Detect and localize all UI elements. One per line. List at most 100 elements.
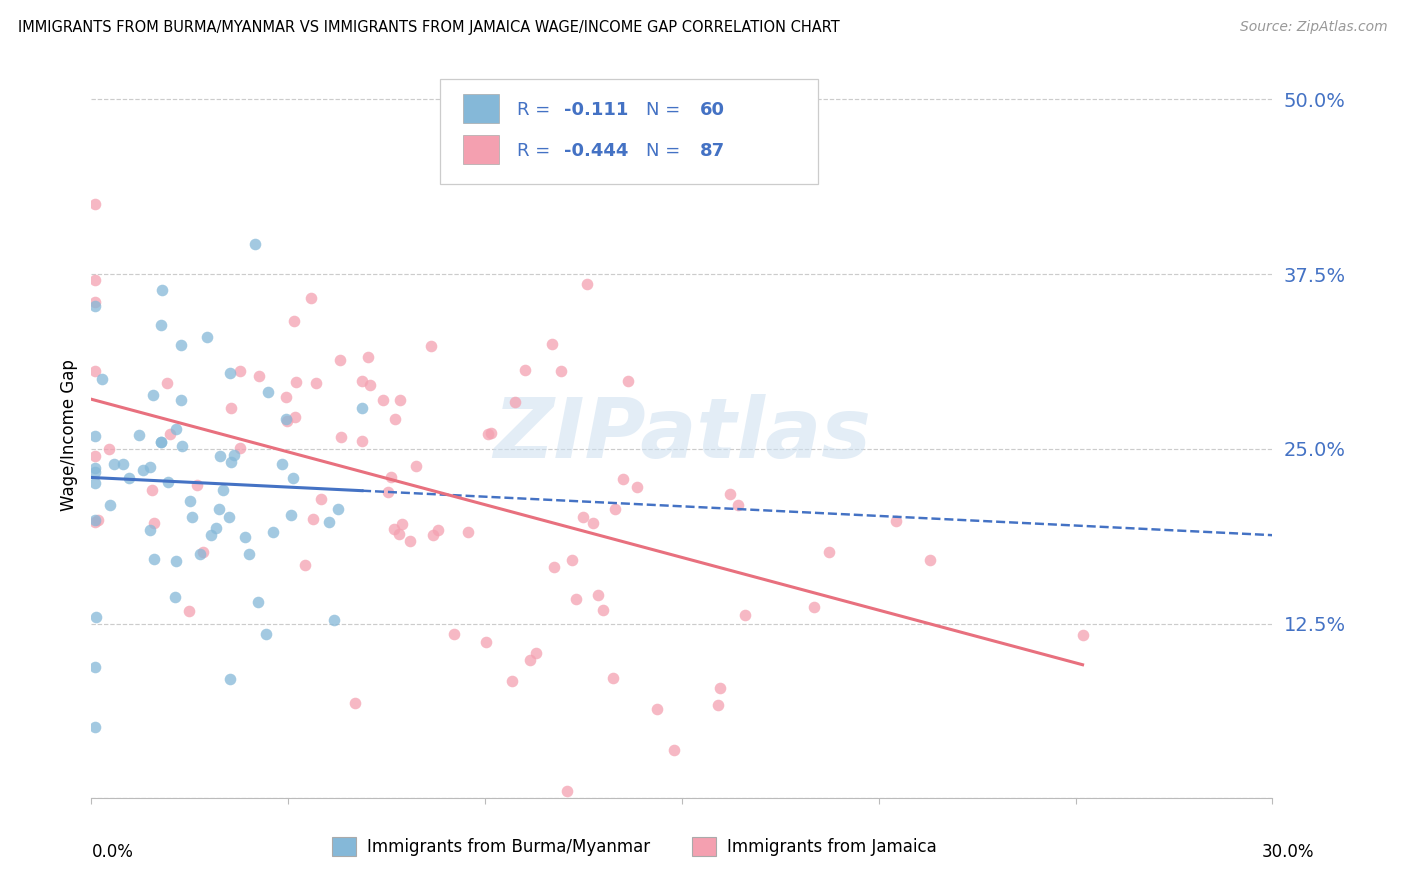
Point [359,377,381,392]
Point [283,314,305,328]
Point [228,364,250,378]
Point [228,442,250,456]
Point [328,501,350,516]
Point [565,591,588,606]
Point [247,369,270,384]
Point [208,450,231,464]
Point [420,338,443,352]
Point [150,435,173,450]
Point [645,701,668,715]
Point [163,591,186,605]
Text: ZIPatlas: ZIPatlas [494,394,870,475]
Point [329,430,352,444]
Point [271,457,294,471]
Point [238,548,260,562]
Point [377,484,399,499]
Point [84,515,107,529]
Point [550,364,572,378]
Point [1071,627,1094,641]
Point [561,553,583,567]
Point [803,599,825,614]
Text: 87: 87 [700,143,724,161]
Point [128,428,150,442]
Point [221,455,243,469]
Point [405,458,427,473]
Point [280,508,302,522]
Point [718,487,741,501]
Text: IMMIGRANTS FROM BURMA/MYANMAR VS IMMIGRANTS FROM JAMAICA WAGE/INCOME GAP CORRELA: IMMIGRANTS FROM BURMA/MYANMAR VS IMMIGRA… [18,20,839,35]
Point [884,514,907,528]
Point [305,376,328,390]
Point [205,521,228,535]
Text: R =: R = [516,101,555,119]
Point [84,295,107,310]
Point [200,528,222,542]
Point [380,470,402,484]
FancyBboxPatch shape [464,136,499,164]
Point [111,458,134,472]
Point [309,491,332,506]
Point [283,471,305,485]
Point [422,528,444,542]
Point [219,366,242,380]
Point [443,627,465,641]
Point [373,393,395,408]
Point [519,653,541,667]
Y-axis label: Wage/Income Gap: Wage/Income Gap [59,359,77,511]
Point [197,329,219,343]
Point [84,197,107,211]
Point [734,608,756,623]
Point [616,375,638,389]
Point [219,401,242,416]
Point [543,560,565,574]
Point [513,363,536,377]
Point [322,614,344,628]
Point [603,502,626,516]
Text: 0.0%: 0.0% [91,843,134,861]
Point [479,426,502,441]
Point [318,515,340,529]
Point [157,475,180,490]
Point [602,672,624,686]
Text: Source: ZipAtlas.com: Source: ZipAtlas.com [1240,20,1388,34]
Point [274,412,297,426]
Point [477,427,499,442]
Point [384,412,406,426]
Point [211,483,233,497]
Point [193,545,215,559]
Point [84,513,107,527]
Point [143,551,166,566]
Point [329,352,352,367]
FancyBboxPatch shape [440,78,818,184]
Point [84,273,107,287]
Point [170,392,193,407]
Point [159,427,181,442]
Point [276,414,298,428]
Point [208,502,231,516]
Point [592,602,614,616]
Point [150,318,173,332]
Point [817,545,839,559]
Point [276,390,298,404]
Point [103,457,125,471]
Point [84,299,107,313]
Point [612,472,634,486]
Point [224,448,246,462]
Point [294,558,316,572]
Point [142,388,165,402]
Point [262,525,284,540]
Point [257,384,280,399]
Point [524,646,547,660]
Point [588,588,610,602]
Point [727,498,749,512]
Point [84,364,107,378]
Point [427,523,450,537]
Point [399,534,422,549]
Point [357,351,380,365]
Text: 30.0%: 30.0% [1263,843,1315,861]
Point [391,516,413,531]
Point [350,434,373,448]
Point [97,442,120,456]
Point [218,510,240,524]
Point [165,554,187,568]
